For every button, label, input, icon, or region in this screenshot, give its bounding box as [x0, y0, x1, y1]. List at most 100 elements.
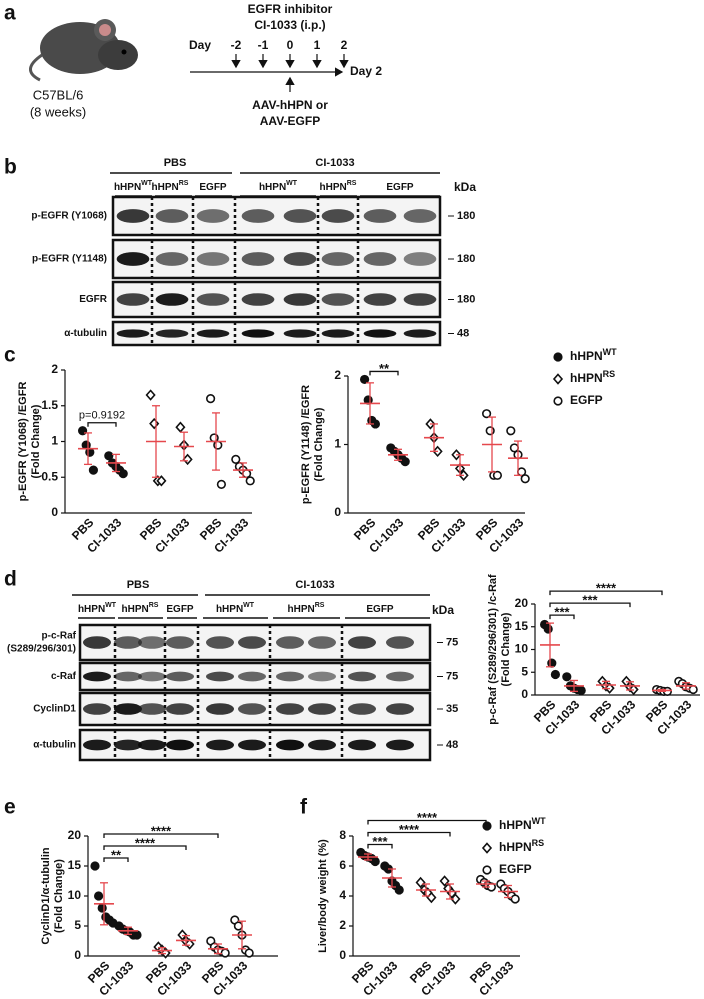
- point: [245, 476, 255, 486]
- sig-label: p=0.9192: [79, 410, 125, 422]
- blot-band: [155, 293, 189, 306]
- y-axis-label: (Fold Change): [313, 407, 325, 481]
- y-tick-label: 2: [334, 368, 341, 382]
- y-tick-label: 20: [68, 828, 82, 842]
- point: [231, 454, 241, 464]
- blot-band: [196, 209, 230, 223]
- sig-bracket: [103, 857, 129, 862]
- kda-value: 35: [446, 703, 458, 715]
- blot-band: [166, 739, 194, 751]
- point: [520, 474, 530, 484]
- blot-band: [196, 252, 230, 266]
- blot-band: [308, 636, 336, 649]
- group-label: EGFP: [570, 393, 603, 407]
- panel-label: d: [4, 568, 17, 591]
- point: [543, 624, 553, 634]
- sig-label: ***: [554, 605, 570, 620]
- blot-band: [196, 329, 230, 338]
- group-label: hHPNWT: [499, 816, 546, 832]
- group-name: hHPN: [499, 818, 532, 832]
- group-label: hHPNWT: [114, 180, 153, 193]
- blot-band: [238, 671, 266, 682]
- kda-value: 48: [446, 739, 458, 751]
- sig-label: **: [379, 361, 390, 376]
- point: [492, 470, 503, 480]
- blot-band: [238, 636, 266, 649]
- row-label: p-EGFR (Y1068): [31, 211, 107, 222]
- group-sup: WT: [603, 347, 617, 357]
- y-tick-label: 20: [515, 596, 529, 610]
- point: [550, 669, 561, 680]
- blot-band: [348, 739, 376, 751]
- blot-band: [308, 703, 336, 715]
- y-tick-label: 8: [339, 828, 346, 842]
- treatment-label: PBS: [164, 157, 187, 169]
- blot-band: [321, 293, 355, 306]
- y-axis-label: (Fold Change): [53, 859, 65, 933]
- injection: AAV-hHPN or: [252, 98, 328, 112]
- point: [370, 856, 380, 867]
- blot-band: [155, 329, 189, 338]
- blot-band: [138, 671, 166, 682]
- kda-value: 48: [457, 327, 469, 339]
- sig-bracket: [103, 833, 219, 838]
- group-label: hHPNRS: [288, 602, 325, 615]
- group-name: EGFP: [199, 182, 227, 193]
- row-label: c-Raf: [51, 671, 77, 682]
- y-tick-label: 0.5: [41, 469, 58, 483]
- group-name: EGFP: [499, 862, 532, 876]
- day: 0: [287, 38, 294, 52]
- blot-band: [363, 252, 397, 266]
- group-name: hHPN: [152, 182, 179, 193]
- point: [149, 417, 160, 430]
- point: [206, 394, 216, 404]
- point: [97, 903, 107, 913]
- y-tick-label: 2: [51, 362, 58, 376]
- y-tick-label: 2: [339, 918, 346, 932]
- point: [576, 685, 586, 696]
- y-tick-label: 10: [68, 888, 82, 902]
- blot-band: [238, 739, 266, 751]
- group-sup: WT: [141, 180, 153, 187]
- blot-band: [238, 703, 266, 715]
- point: [482, 821, 492, 831]
- day-label: Day: [189, 38, 211, 52]
- blot-band: [276, 703, 304, 715]
- row-label: p-c-Raf: [42, 631, 77, 642]
- y-axis-label: CyclinD1/α-tubulin: [40, 847, 52, 944]
- blot-band: [276, 671, 304, 682]
- sig-bracket: [549, 614, 575, 620]
- group-label: hHPNWT: [216, 602, 255, 615]
- y-tick-label: 0: [51, 505, 58, 519]
- point: [132, 930, 142, 940]
- panel-label: e: [4, 796, 16, 819]
- point: [118, 469, 128, 479]
- point: [90, 861, 100, 871]
- row-label: α-tubulin: [33, 740, 76, 751]
- group-label: hHPNWT: [78, 602, 117, 615]
- point: [220, 948, 230, 958]
- group-label: hHPNRS: [570, 369, 615, 385]
- blot-band: [403, 209, 437, 223]
- y-tick-label: 6: [339, 858, 346, 872]
- kda-value: 180: [457, 210, 475, 222]
- group-sup: WT: [286, 180, 298, 187]
- y-axis-label: (Fold Change): [30, 404, 42, 478]
- blot-band: [206, 671, 234, 682]
- point: [85, 447, 95, 457]
- y-tick-label: 15: [68, 858, 82, 872]
- group-name: hHPN: [259, 182, 286, 193]
- group-name: EGFP: [386, 182, 414, 193]
- y-tick-label: 15: [515, 619, 529, 633]
- point: [439, 875, 450, 887]
- blot-band: [83, 636, 111, 649]
- point: [481, 842, 493, 854]
- blot-band: [206, 636, 234, 649]
- blot-band: [114, 636, 142, 649]
- blot-band: [348, 671, 376, 682]
- blot-band: [166, 703, 194, 715]
- sig-label: ****: [135, 835, 156, 850]
- kda-value: 180: [457, 293, 475, 305]
- group-name: hHPN: [570, 371, 603, 385]
- point: [104, 451, 114, 461]
